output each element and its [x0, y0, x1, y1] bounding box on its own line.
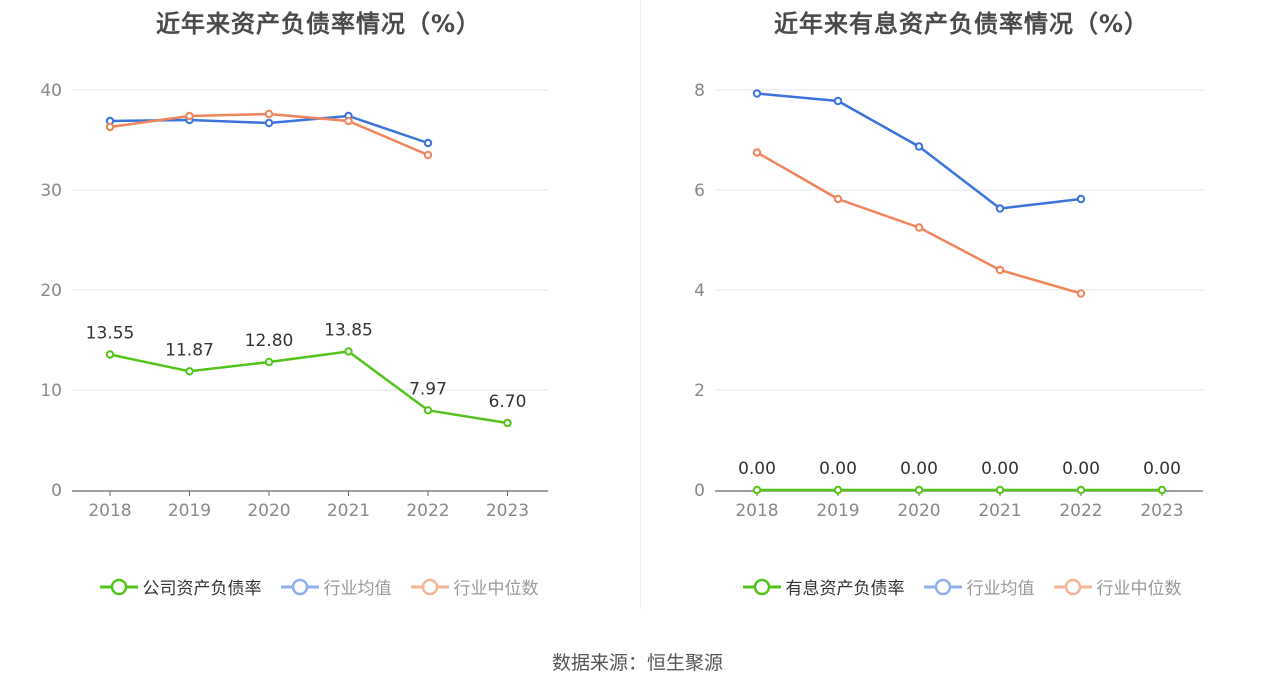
x-tick-label: 2023: [486, 501, 529, 521]
data-point: [264, 109, 274, 119]
y-tick-label: 0: [51, 481, 62, 501]
legend-marker-icon: [99, 578, 138, 595]
x-tick-label: 2021: [327, 501, 370, 521]
data-point: [344, 347, 353, 356]
data-point: [264, 357, 274, 367]
y-tick-label: 20: [40, 281, 62, 301]
data-source-note: 数据来源：恒生聚源: [551, 652, 723, 674]
y-tick-label: 0: [694, 481, 705, 501]
data-label: 13.85: [324, 321, 373, 341]
legend-item[interactable]: 公司资产负债率: [99, 574, 262, 599]
legend-marker-icon: [280, 578, 319, 595]
data-point: [185, 111, 194, 121]
legend-marker-icon: [742, 578, 781, 595]
data-point: [995, 265, 1005, 275]
data-label: 0.00: [738, 459, 776, 479]
data-point: [105, 350, 115, 359]
data-point: [503, 418, 512, 428]
data-point: [264, 118, 274, 128]
data-point: [914, 142, 924, 151]
data-point: [752, 89, 762, 98]
data-label: 0.00: [981, 459, 1019, 479]
data-point: [914, 223, 924, 232]
legend-marker-icon: [923, 578, 962, 595]
data-point: [995, 204, 1005, 213]
x-tick-label: 2018: [735, 501, 778, 521]
y-tick-label: 8: [694, 81, 705, 101]
chart-title: 近年来资产负债率情况（%）: [155, 10, 482, 38]
legend-marker-icon: [1053, 578, 1092, 595]
x-tick-label: 2019: [816, 501, 859, 521]
legend-marker-icon: [410, 578, 449, 595]
data-point: [105, 122, 115, 132]
legend-item[interactable]: 行业均值: [280, 574, 392, 599]
data-point: [423, 406, 433, 415]
data-point: [833, 485, 843, 495]
legend-item[interactable]: 行业中位数: [1053, 574, 1182, 599]
legend-item[interactable]: 行业中位数: [410, 574, 539, 599]
y-tick-label: 40: [40, 81, 62, 101]
line-chart-plot: 0 2 4 6 8 2018 2019 2020 2021 2022 2023 0.00 0.00 0.0…: [694, 81, 1203, 521]
chart-legend: 有息资产负债率 行业均值 行业中位数: [643, 574, 1275, 599]
legend-item[interactable]: 有息资产负债率: [742, 574, 905, 599]
panel-divider: [640, 0, 641, 610]
x-tick-label: 2018: [88, 501, 131, 521]
data-point: [914, 485, 924, 495]
data-label: 0.00: [1143, 459, 1181, 479]
chart-panel-right: 近年来有息资产负债率情况（%） 0 2 4 6 8 2018 2019 2020 2021 202…: [643, 0, 1275, 620]
data-label: 6.70: [489, 392, 527, 412]
y-tick-label: 10: [40, 381, 62, 401]
data-point: [752, 148, 762, 157]
x-tick-label: 2019: [168, 501, 211, 521]
data-point: [752, 485, 762, 495]
series-line: [756, 151, 1082, 295]
data-label: 7.97: [409, 379, 447, 399]
line-chart-plot: 0 10 20 30 40 2018 2019 2020 2021 2022 2023 13.55 11…: [40, 81, 548, 521]
data-label: 12.80: [245, 331, 294, 351]
data-label: 0.00: [819, 459, 857, 479]
legend-label: 有息资产负债率: [785, 579, 905, 599]
x-tick-label: 2022: [1059, 501, 1102, 521]
series-line: [756, 92, 1082, 210]
x-tick-label: 2023: [1140, 501, 1183, 521]
x-tick-label: 2022: [406, 501, 449, 521]
legend-label: 公司资产负债率: [142, 579, 262, 599]
data-point: [423, 150, 433, 160]
chart-title: 近年来有息资产负债率情况（%）: [773, 10, 1150, 38]
data-point: [1076, 194, 1086, 204]
data-point: [833, 96, 843, 106]
x-tick-label: 2021: [978, 501, 1021, 521]
data-point: [833, 194, 843, 204]
data-point: [423, 138, 433, 148]
legend-label: 行业均值: [966, 579, 1035, 599]
legend-label: 行业均值: [323, 579, 392, 599]
legend-label: 行业中位数: [453, 579, 539, 599]
chart-legend: 公司资产负债率 行业均值 行业中位数: [0, 574, 637, 599]
legend-label: 行业中位数: [1096, 579, 1182, 599]
data-label: 11.87: [165, 340, 214, 360]
legend-item[interactable]: 行业均值: [923, 574, 1035, 599]
data-point: [1076, 289, 1086, 298]
data-point: [1076, 485, 1086, 495]
data-point: [185, 367, 194, 376]
data-label: 0.00: [1062, 459, 1100, 479]
y-tick-label: 6: [694, 181, 705, 201]
chart-panel-left: 近年来资产负债率情况（%） 0 10 20 30 40 2018 2019 2020 2021 2…: [0, 0, 637, 620]
series-line: [109, 350, 508, 425]
data-point: [995, 485, 1005, 495]
data-label: 13.55: [86, 324, 135, 344]
y-tick-label: 2: [694, 381, 705, 401]
data-label: 0.00: [900, 459, 938, 479]
y-tick-label: 30: [40, 181, 62, 201]
data-point: [344, 116, 353, 126]
x-tick-label: 2020: [247, 501, 290, 521]
x-tick-label: 2020: [897, 501, 940, 521]
data-point: [1157, 485, 1167, 495]
y-tick-label: 4: [694, 281, 705, 301]
